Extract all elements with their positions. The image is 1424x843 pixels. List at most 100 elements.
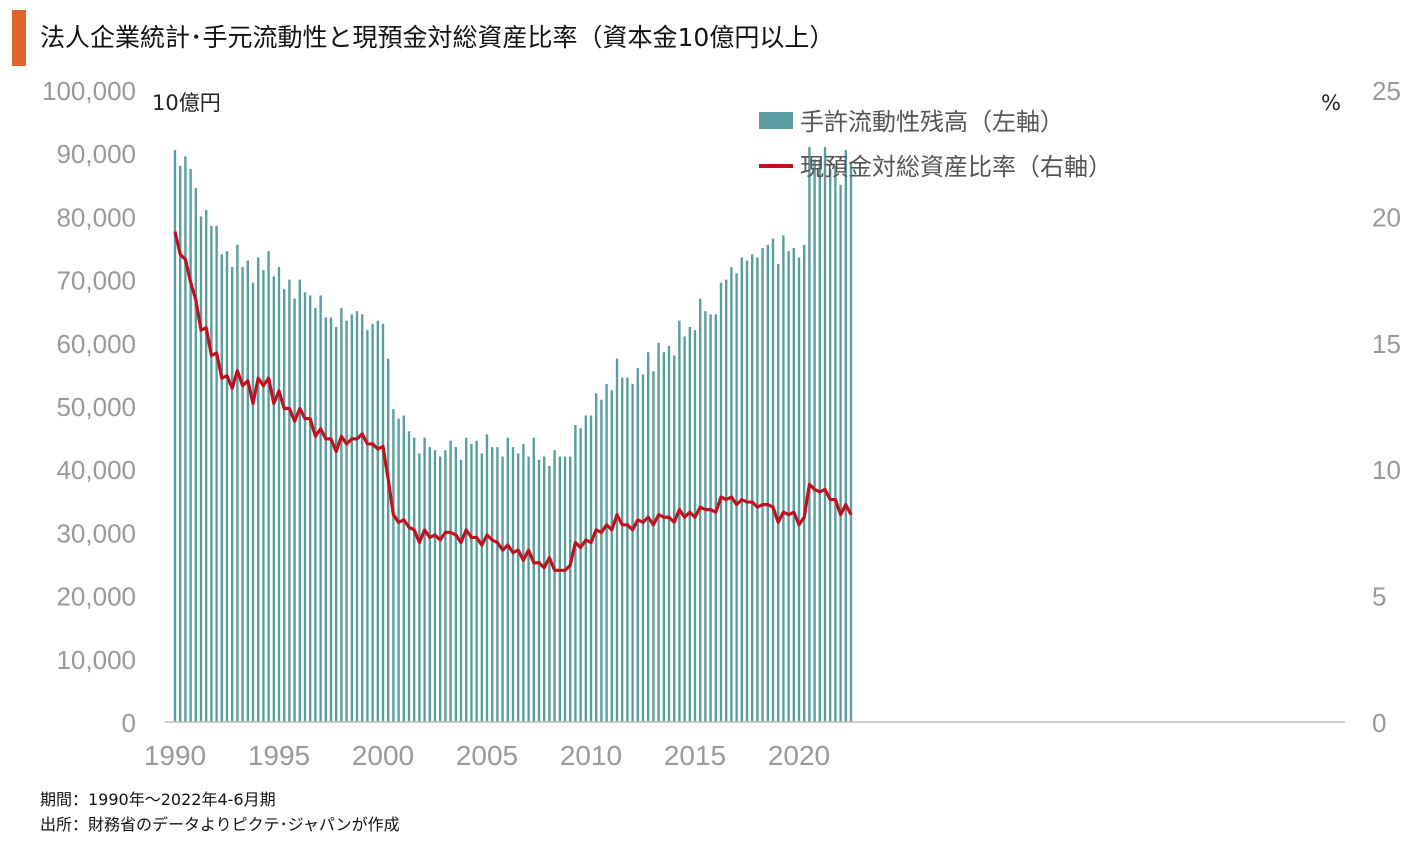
bar	[673, 355, 676, 722]
bar	[667, 345, 671, 722]
left-tick-label: 0	[122, 708, 136, 738]
bar	[615, 358, 619, 722]
bar	[548, 466, 551, 722]
bar	[345, 320, 348, 722]
right-tick-label: 10	[1372, 455, 1401, 485]
bar	[584, 415, 587, 722]
bar	[683, 336, 686, 722]
bar	[688, 327, 691, 722]
legend-label-line: 現預金対総資産比率（右軸）	[800, 153, 1112, 181]
bar	[506, 437, 509, 722]
bar	[449, 440, 452, 722]
bar	[225, 251, 229, 722]
x-tick-label: 2000	[352, 740, 414, 771]
bar	[771, 238, 775, 722]
bar	[335, 327, 338, 722]
bar	[173, 150, 177, 723]
bar	[787, 251, 790, 722]
bar	[647, 352, 650, 722]
right-tick-label: 5	[1372, 582, 1386, 612]
right-tick-label: 25	[1372, 76, 1401, 106]
bar	[340, 308, 343, 722]
bar	[428, 447, 431, 722]
left-tick-label: 20,000	[56, 582, 136, 612]
bar	[621, 377, 624, 722]
bar	[517, 453, 520, 722]
period-note: 期間：1990年～2022年4-6月期	[40, 790, 276, 809]
bar	[719, 282, 723, 722]
bar	[184, 156, 187, 723]
bar	[241, 266, 244, 722]
bar	[792, 248, 795, 722]
bar	[501, 456, 504, 722]
bar	[522, 443, 525, 722]
left-tick-label: 80,000	[56, 202, 136, 232]
source-note: 出所：財務省のデータよりピクテ･ジャパンが作成	[40, 815, 400, 834]
bar	[636, 368, 639, 722]
left-tick-label: 90,000	[56, 139, 136, 169]
bar	[595, 393, 598, 722]
bar	[194, 187, 197, 722]
bar	[418, 453, 421, 722]
bar	[236, 244, 239, 722]
bar	[288, 279, 291, 722]
bar	[319, 295, 322, 722]
bar	[350, 314, 353, 722]
bar	[829, 169, 832, 722]
bar	[782, 235, 785, 723]
x-tick-label: 2020	[768, 740, 830, 771]
bar	[662, 352, 665, 722]
bar	[558, 456, 561, 722]
bar	[303, 292, 307, 722]
left-tick-label: 30,000	[56, 518, 136, 548]
bar	[381, 323, 385, 722]
bar	[714, 314, 717, 722]
right-tick-label: 0	[1372, 708, 1386, 738]
axes: 100,000 90,000 80,000 70,000 60,000 50,000 40,…	[42, 76, 1401, 771]
right-axis-unit: %	[1321, 91, 1341, 115]
bar	[823, 146, 827, 722]
bar	[797, 257, 801, 722]
bar	[376, 320, 379, 722]
x-tick-label: 2005	[456, 740, 518, 771]
bar	[735, 273, 738, 722]
legend-label-bars: 手許流動性残高（左軸）	[800, 108, 1064, 136]
x-tick-label: 1990	[144, 740, 206, 771]
bar	[283, 289, 286, 722]
bar	[511, 447, 515, 722]
bar	[610, 390, 613, 722]
bar	[849, 162, 853, 722]
bar	[605, 383, 608, 722]
line-series	[173, 231, 853, 572]
bar	[834, 165, 837, 723]
bar	[215, 225, 218, 722]
bar	[272, 276, 275, 722]
bar	[709, 314, 712, 722]
bar	[652, 371, 655, 722]
bar	[475, 440, 478, 722]
bar	[491, 447, 494, 722]
bar	[563, 456, 567, 722]
bar	[459, 459, 463, 722]
bar	[220, 254, 223, 722]
bar	[407, 431, 411, 722]
left-tick-label: 10,000	[56, 645, 136, 675]
ratio-line	[173, 231, 853, 572]
bar	[761, 248, 764, 722]
bar	[631, 383, 634, 722]
bar	[444, 450, 447, 722]
bar	[553, 450, 556, 722]
bar	[371, 323, 374, 722]
bar	[387, 358, 390, 722]
bar	[485, 434, 489, 722]
bar	[641, 374, 645, 722]
bar	[537, 459, 541, 722]
right-tick-label: 15	[1372, 329, 1401, 359]
bar	[751, 254, 754, 722]
bar	[366, 330, 369, 722]
bar	[262, 270, 265, 722]
bar	[397, 418, 400, 722]
chart-title: 法人企業統計･手元流動性と現預金対総資産比率（資本金10億円以上）	[40, 23, 835, 52]
bar	[423, 437, 426, 722]
